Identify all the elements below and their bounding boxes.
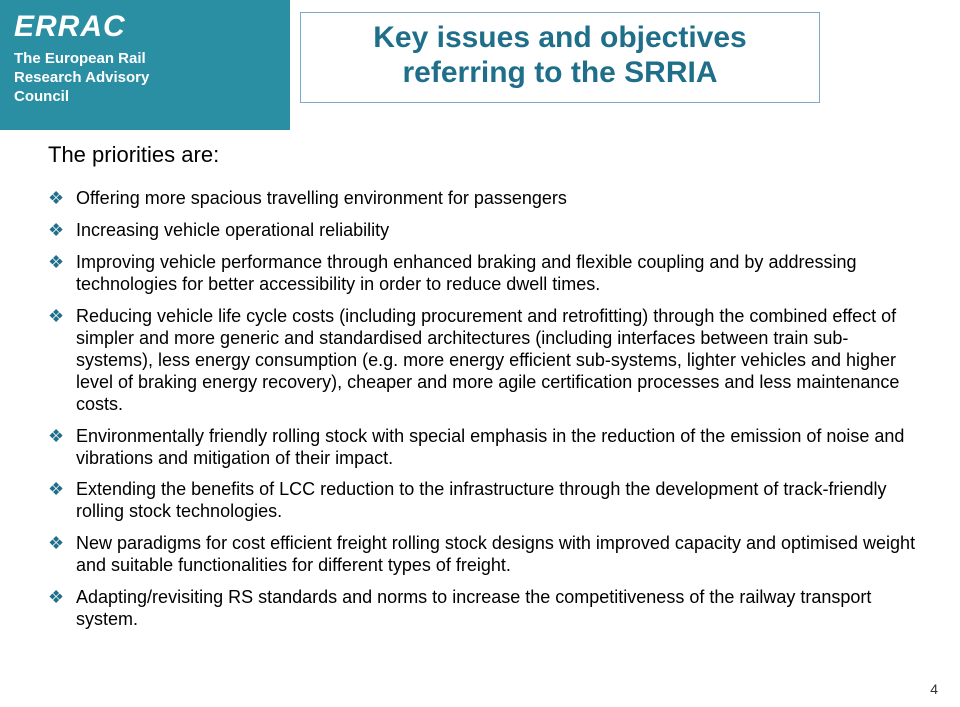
logo-sub-line: Research Advisory (14, 69, 276, 88)
bullet-item: Offering more spacious travelling enviro… (48, 188, 918, 210)
bullet-item: Extending the benefits of LCC reduction … (48, 479, 918, 523)
bullet-item: Environmentally friendly rolling stock w… (48, 426, 918, 470)
logo-title: ERRAC (14, 10, 276, 44)
bullet-list: Offering more spacious travelling enviro… (48, 188, 918, 631)
bullet-item: Increasing vehicle operational reliabili… (48, 220, 918, 242)
logo-sub-line: Council (14, 88, 276, 107)
bullet-item: Improving vehicle performance through en… (48, 252, 918, 296)
lead-text: The priorities are: (48, 142, 918, 168)
logo-sub-line: The European Rail (14, 50, 276, 69)
logo-subtitle: The European Rail Research Advisory Coun… (14, 50, 276, 106)
slide-title-line: referring to the SRRIA (402, 56, 717, 89)
slide-title: Key issues and objectives referring to t… (313, 21, 807, 90)
bullet-item: New paradigms for cost efficient freight… (48, 533, 918, 577)
brand-header: ERRAC The European Rail Research Advisor… (0, 0, 290, 130)
bullet-item: Adapting/revisiting RS standards and nor… (48, 587, 918, 631)
slide: ERRAC The European Rail Research Advisor… (0, 0, 960, 707)
slide-title-box: Key issues and objectives referring to t… (300, 12, 820, 103)
page-number: 4 (930, 681, 938, 697)
slide-title-line: Key issues and objectives (373, 21, 747, 54)
body: The priorities are: Offering more spacio… (48, 142, 918, 641)
bullet-item: Reducing vehicle life cycle costs (inclu… (48, 306, 918, 416)
